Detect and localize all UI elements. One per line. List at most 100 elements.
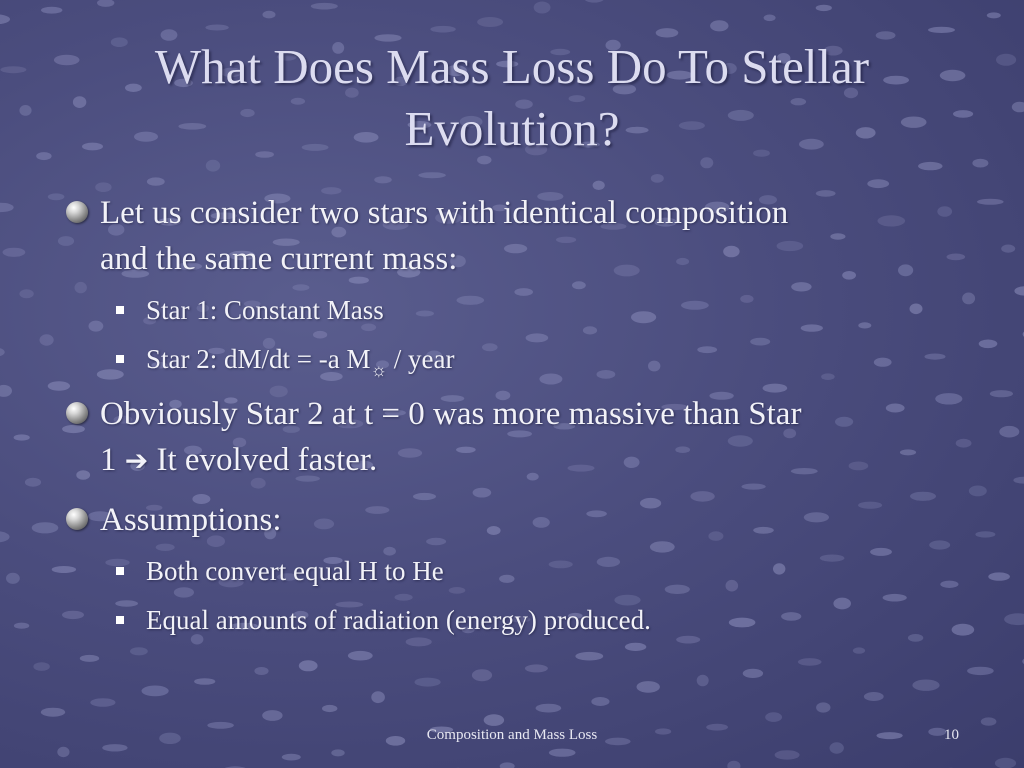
background-dot	[1001, 244, 1016, 253]
background-dot	[218, 577, 244, 588]
background-dot	[742, 668, 764, 679]
background-dot	[612, 83, 637, 95]
background-dot	[418, 172, 446, 179]
sub-bullet-text-prefix: Star 2: dM/dt = -a M	[146, 344, 371, 374]
background-dot	[47, 193, 65, 201]
background-dot	[397, 448, 423, 458]
background-dot	[207, 721, 234, 729]
background-dot	[935, 393, 963, 405]
background-dot	[426, 537, 447, 546]
background-dot	[264, 193, 291, 204]
background-dot	[723, 245, 740, 258]
background-dot	[503, 243, 528, 254]
background-dot	[335, 601, 364, 608]
background-dot	[556, 236, 577, 243]
background-dot	[298, 660, 318, 672]
background-dot	[0, 384, 12, 397]
background-dot	[194, 678, 216, 685]
background-dot	[160, 29, 178, 41]
background-dot	[320, 372, 343, 381]
background-dot	[548, 748, 576, 757]
background-dot	[282, 425, 300, 433]
background-dot	[700, 157, 714, 169]
background-dot	[855, 127, 876, 139]
background-dot	[192, 494, 211, 504]
background-dot	[953, 110, 974, 118]
background-dot	[765, 712, 782, 722]
background-dot	[376, 360, 389, 369]
background-dot	[940, 580, 959, 588]
background-dot	[533, 1, 551, 14]
background-dot	[243, 300, 261, 308]
background-dot	[774, 750, 800, 760]
background-dot	[310, 2, 338, 10]
background-dot	[819, 554, 845, 562]
background-dot	[383, 546, 396, 556]
background-dot	[348, 276, 369, 284]
background-dot	[456, 446, 476, 453]
background-dot	[88, 320, 104, 332]
background-dot	[39, 334, 54, 346]
background-dot	[909, 303, 923, 315]
background-dot	[611, 410, 632, 418]
background-dot	[228, 250, 256, 261]
background-dot	[706, 723, 728, 731]
background-dot	[907, 634, 924, 642]
background-dot	[867, 179, 890, 189]
background-dot	[790, 468, 818, 475]
background-dot	[0, 531, 10, 543]
background-dot	[374, 176, 392, 184]
background-dot	[151, 361, 168, 369]
background-dot	[885, 403, 905, 413]
background-dot	[721, 63, 737, 74]
background-dot	[980, 717, 997, 726]
sub-bullet-star-1: Star 1: Constant Mass	[116, 293, 966, 327]
background-dot	[575, 651, 604, 661]
background-dot	[461, 626, 475, 634]
background-dot	[725, 579, 739, 592]
background-dot	[676, 257, 690, 266]
background-dot	[649, 541, 675, 553]
background-dot	[178, 123, 207, 130]
background-dot	[13, 434, 30, 441]
background-dot	[448, 587, 466, 594]
background-dot	[143, 316, 157, 325]
background-dot	[553, 423, 576, 430]
background-dot	[13, 622, 30, 629]
background-dot	[750, 337, 771, 346]
background-dot	[262, 337, 276, 349]
background-dot	[636, 681, 660, 693]
background-dot	[690, 491, 715, 502]
background-dot	[176, 262, 202, 271]
background-dot	[146, 177, 165, 186]
background-dot	[82, 142, 103, 151]
background-dot	[322, 704, 338, 713]
bullet-text-line-1: Let us consider two stars with identical…	[100, 195, 789, 231]
background-dot	[155, 543, 175, 551]
background-dot	[740, 294, 754, 303]
background-dot	[292, 284, 310, 291]
background-dot	[79, 654, 100, 662]
sub-bullet-text: Equal amounts of radiation (energy) prod…	[146, 605, 651, 635]
background-dot	[499, 574, 515, 583]
background-dot	[0, 66, 27, 74]
background-dot	[605, 737, 631, 746]
background-dot	[321, 187, 342, 195]
background-dot	[676, 635, 701, 644]
background-dot	[592, 180, 605, 190]
background-dot	[371, 691, 385, 704]
background-dot	[496, 60, 519, 68]
background-dot	[572, 281, 586, 290]
background-dot	[90, 698, 116, 707]
background-dot	[459, 115, 483, 128]
background-dot	[596, 556, 621, 568]
background-dot	[842, 271, 856, 280]
background-dot	[883, 75, 909, 85]
background-dot	[829, 742, 844, 754]
background-dot	[877, 215, 906, 227]
background-dot	[568, 612, 583, 619]
background-dot	[134, 131, 158, 142]
background-dot	[190, 634, 204, 645]
background-dot	[262, 10, 276, 19]
background-dot	[968, 485, 987, 497]
